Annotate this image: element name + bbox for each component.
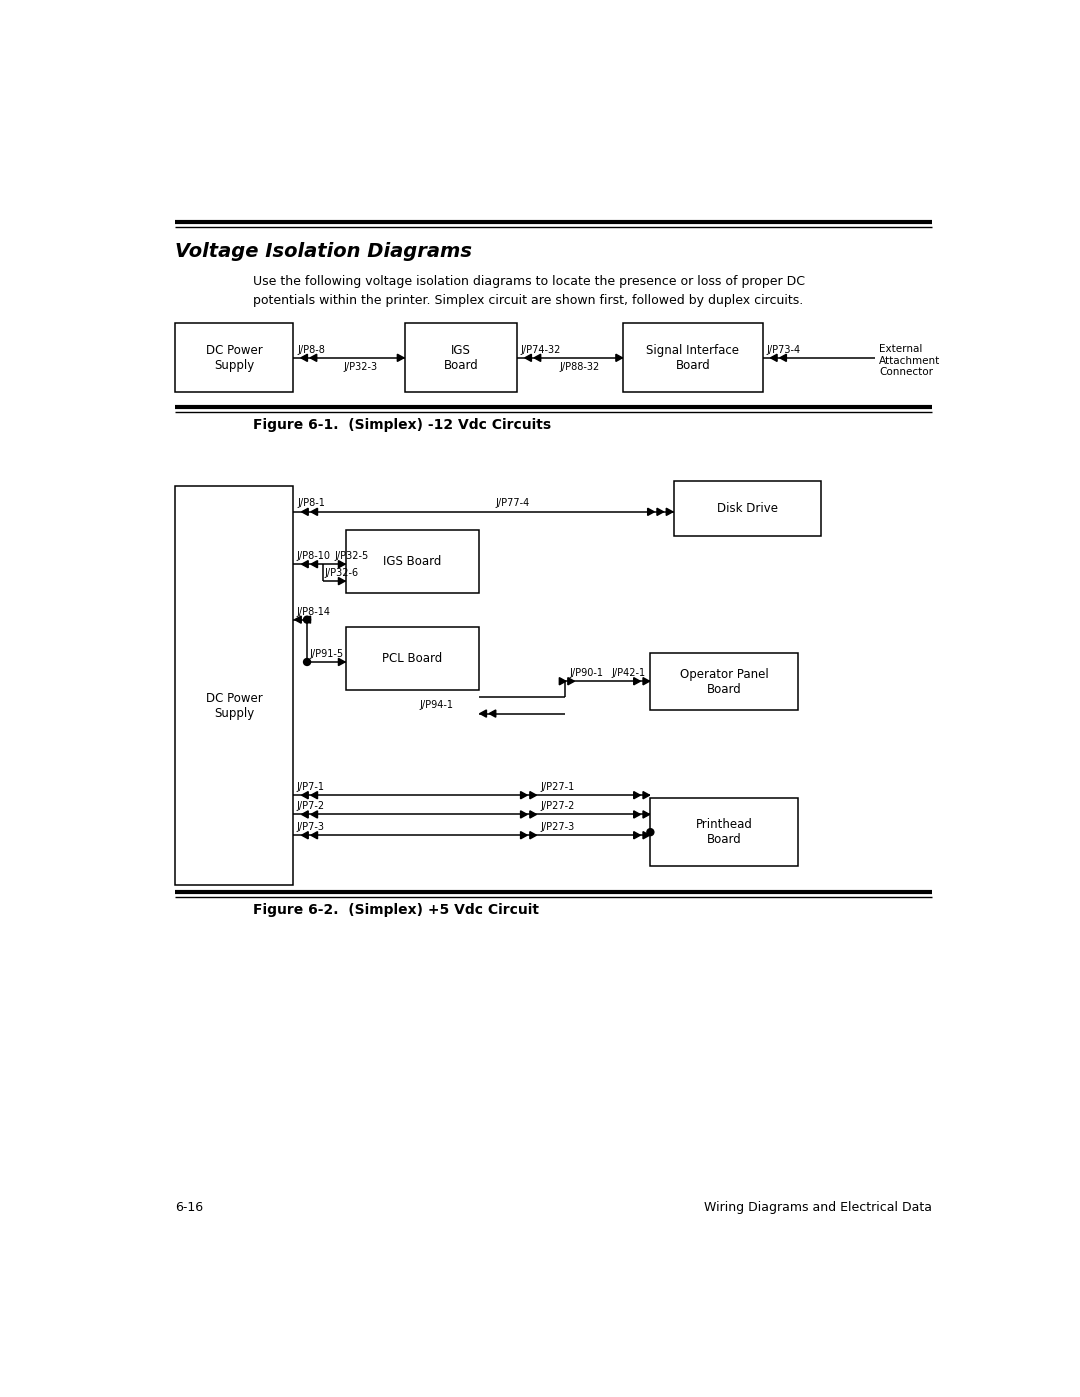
Text: Wiring Diagrams and Electrical Data: Wiring Diagrams and Electrical Data <box>704 1201 932 1214</box>
Circle shape <box>647 828 653 835</box>
Text: DC Power
Supply: DC Power Supply <box>206 692 262 719</box>
Bar <box>175 486 293 886</box>
Text: J/P27-3: J/P27-3 <box>540 823 575 833</box>
Text: J/P8-8: J/P8-8 <box>297 345 325 355</box>
Circle shape <box>303 658 311 665</box>
Text: J/P8-1: J/P8-1 <box>297 497 325 509</box>
Polygon shape <box>397 355 404 362</box>
Polygon shape <box>648 509 654 515</box>
Text: J/P42-1: J/P42-1 <box>611 668 646 678</box>
Text: J/P32-3: J/P32-3 <box>343 362 378 372</box>
Text: Figure 6-1.  (Simplex) -12 Vdc Circuits: Figure 6-1. (Simplex) -12 Vdc Circuits <box>253 418 551 432</box>
Polygon shape <box>643 792 649 799</box>
Polygon shape <box>530 810 537 819</box>
Polygon shape <box>301 560 308 567</box>
Polygon shape <box>634 678 640 685</box>
Text: Figure 6-2.  (Simplex) +5 Vdc Circuit: Figure 6-2. (Simplex) +5 Vdc Circuit <box>253 902 539 916</box>
Polygon shape <box>643 678 649 685</box>
Text: J/P94-1: J/P94-1 <box>419 700 454 711</box>
Polygon shape <box>525 355 531 362</box>
Text: Voltage Isolation Diagrams: Voltage Isolation Diagrams <box>175 242 472 261</box>
Text: Use the following voltage isolation diagrams to locate the presence or loss of p: Use the following voltage isolation diag… <box>253 275 805 307</box>
Bar <box>175 323 293 393</box>
Polygon shape <box>634 831 640 838</box>
Polygon shape <box>338 560 345 567</box>
Text: J/P88-32: J/P88-32 <box>559 362 600 372</box>
Text: J/P7-3: J/P7-3 <box>296 823 324 833</box>
Bar <box>405 323 517 393</box>
Bar <box>346 627 480 690</box>
Text: External
Attachment
Connector: External Attachment Connector <box>879 344 941 377</box>
Polygon shape <box>303 616 311 623</box>
Polygon shape <box>643 810 649 819</box>
Bar <box>650 652 798 711</box>
Polygon shape <box>311 560 318 567</box>
Polygon shape <box>643 831 649 838</box>
Text: PCL Board: PCL Board <box>382 652 443 665</box>
Polygon shape <box>480 710 486 717</box>
Polygon shape <box>535 355 541 362</box>
Polygon shape <box>770 355 778 362</box>
Text: J/P8-10: J/P8-10 <box>296 550 330 562</box>
Text: Signal Interface
Board: Signal Interface Board <box>647 344 740 372</box>
Text: IGS
Board: IGS Board <box>444 344 478 372</box>
Text: J/P7-1: J/P7-1 <box>296 782 324 792</box>
Text: Operator Panel
Board: Operator Panel Board <box>679 668 768 696</box>
Polygon shape <box>301 509 308 515</box>
Bar <box>650 798 798 866</box>
Polygon shape <box>530 792 537 799</box>
Text: Disk Drive: Disk Drive <box>717 503 778 515</box>
Polygon shape <box>530 831 537 838</box>
Text: J/P73-4: J/P73-4 <box>767 345 800 355</box>
Polygon shape <box>568 678 575 685</box>
Polygon shape <box>634 810 640 819</box>
Polygon shape <box>301 792 308 799</box>
Polygon shape <box>657 509 663 515</box>
Bar <box>623 323 762 393</box>
Text: J/P90-1: J/P90-1 <box>569 668 603 678</box>
Text: Printhead
Board: Printhead Board <box>696 819 753 847</box>
Text: DC Power
Supply: DC Power Supply <box>206 344 262 372</box>
Text: IGS Board: IGS Board <box>383 555 442 567</box>
Polygon shape <box>301 831 308 838</box>
Polygon shape <box>634 792 640 799</box>
Polygon shape <box>295 616 301 623</box>
Polygon shape <box>666 509 673 515</box>
Text: J/P32-6: J/P32-6 <box>325 569 359 578</box>
Polygon shape <box>301 355 308 362</box>
Text: J/P7-2: J/P7-2 <box>296 802 324 812</box>
Polygon shape <box>780 355 786 362</box>
Text: 6-16: 6-16 <box>175 1201 203 1214</box>
Bar <box>674 481 821 536</box>
Bar <box>346 529 480 592</box>
Polygon shape <box>521 810 527 819</box>
Circle shape <box>303 616 311 623</box>
Text: J/P77-4: J/P77-4 <box>496 497 529 509</box>
Polygon shape <box>559 678 566 685</box>
Polygon shape <box>338 577 345 585</box>
Polygon shape <box>338 658 345 665</box>
Polygon shape <box>311 831 318 838</box>
Polygon shape <box>311 509 318 515</box>
Text: J/P8-14: J/P8-14 <box>296 606 330 616</box>
Text: J/P91-5: J/P91-5 <box>309 648 343 659</box>
Polygon shape <box>310 355 316 362</box>
Polygon shape <box>311 792 318 799</box>
Polygon shape <box>489 710 496 717</box>
Polygon shape <box>521 792 527 799</box>
Text: J/P27-2: J/P27-2 <box>540 802 575 812</box>
Text: J/P32-5: J/P32-5 <box>334 550 368 562</box>
Polygon shape <box>616 355 622 362</box>
Polygon shape <box>311 810 318 819</box>
Text: J/P74-32: J/P74-32 <box>521 345 561 355</box>
Text: J/P27-1: J/P27-1 <box>540 782 575 792</box>
Polygon shape <box>301 810 308 819</box>
Polygon shape <box>521 831 527 838</box>
